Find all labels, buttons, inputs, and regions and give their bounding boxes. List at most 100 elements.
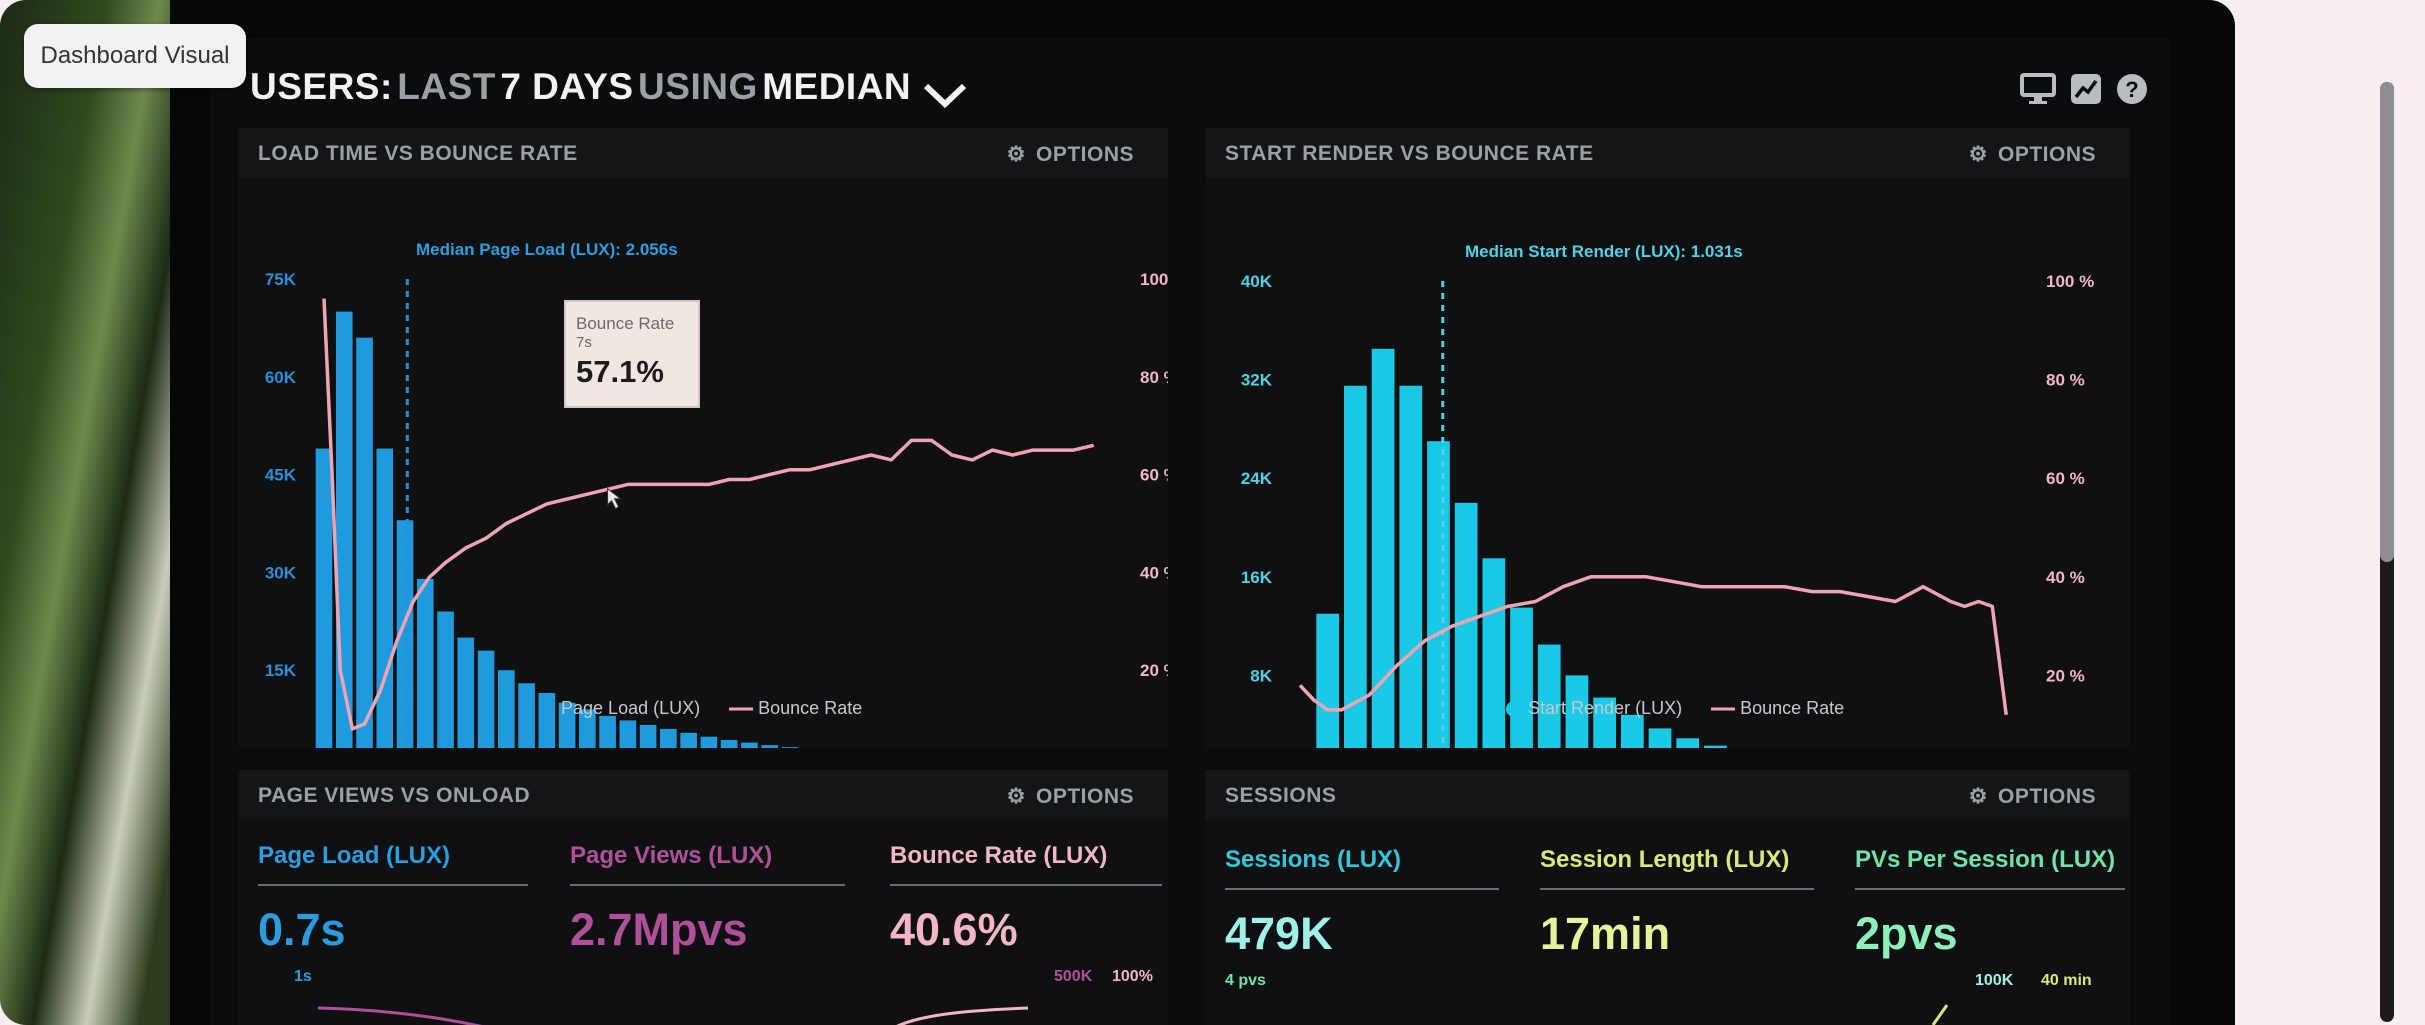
y-right-tick-label: 100 % bbox=[2046, 272, 2094, 291]
histogram-bar bbox=[720, 739, 738, 748]
background-wall bbox=[2235, 0, 2425, 1025]
histogram-bar bbox=[1399, 385, 1423, 748]
header-icons: ? bbox=[2020, 70, 2147, 110]
help-icon[interactable]: ? bbox=[2116, 73, 2148, 105]
chevron-down-icon[interactable] bbox=[922, 80, 968, 110]
panel-header: PAGE VIEWS VS ONLOAD ⚙ OPTIONS bbox=[238, 770, 1168, 820]
metric-bounce-rate-value: 40.6% bbox=[890, 904, 1018, 955]
histogram-bar bbox=[1454, 502, 1478, 748]
bounce-rate-line bbox=[1298, 575, 2008, 716]
gear-icon: ⚙ bbox=[1968, 143, 1988, 166]
users-prefix: USERS: bbox=[250, 66, 393, 107]
histogram-bar bbox=[518, 683, 535, 748]
median-annotation: Median Page Load (LUX): 2.056s bbox=[416, 240, 678, 259]
y-right-tick-label: 40 % bbox=[1140, 563, 1168, 582]
options-button[interactable]: ⚙ OPTIONS bbox=[1968, 785, 2096, 808]
y-right-tick-label: 60 % bbox=[1140, 466, 1168, 485]
y-right-tick-label: 100 % bbox=[1140, 270, 1168, 289]
dashboard-visual-label: Dashboard Visual bbox=[24, 24, 246, 88]
cursor-pointer-icon bbox=[607, 487, 623, 510]
metric-sessions-value: 479K bbox=[1225, 908, 1333, 959]
metric-session-length-label: Session Length (LUX) bbox=[1540, 846, 1790, 873]
histogram-bar bbox=[761, 745, 778, 748]
sparkline-axis-left: 4 pvs bbox=[1225, 972, 1266, 989]
legend-label-page-load: Page Load (LUX) bbox=[561, 698, 701, 718]
histogram-bar bbox=[781, 747, 799, 748]
y-right-tick-label: 60 % bbox=[2046, 469, 2085, 488]
legend-dot-icon bbox=[1506, 701, 1522, 718]
histogram-bar bbox=[1371, 348, 1395, 748]
histogram-bar bbox=[639, 724, 657, 748]
histogram-bar bbox=[1510, 607, 1533, 748]
days-range[interactable]: 7 DAYS bbox=[500, 66, 634, 107]
metric-pvs-value: 2pvs bbox=[1855, 908, 1958, 959]
y-right-tick-label: 20 % bbox=[1140, 661, 1168, 680]
sessions-sparkline bbox=[1931, 1004, 1949, 1025]
y-right-tick-label: 80 % bbox=[1140, 368, 1168, 387]
scrollbar-thumb[interactable] bbox=[2380, 82, 2394, 562]
svg-text:?: ? bbox=[2125, 77, 2138, 102]
dashboard-screen: USERS: LAST 7 DAYS USING MEDIAN ? bbox=[210, 38, 2394, 1025]
legend-label-bounce-rate: Bounce Rate bbox=[758, 698, 863, 718]
options-button[interactable]: ⚙ OPTIONS bbox=[1968, 143, 2096, 166]
start-render-panel: START RENDER VS BOUNCE RATE ⚙ OPTIONS 40K… bbox=[1205, 128, 2130, 748]
histogram-bar bbox=[741, 742, 758, 748]
histogram-bar bbox=[680, 732, 697, 748]
metric-divider bbox=[1855, 888, 2125, 890]
histogram-bar bbox=[416, 578, 434, 748]
metric-page-views-value: 2.7Mpvs bbox=[570, 904, 748, 955]
panel-header: SESSIONS ⚙ OPTIONS bbox=[1205, 770, 2130, 820]
histogram-bar bbox=[457, 637, 475, 748]
histogram-bar bbox=[660, 728, 677, 748]
legend-line-icon bbox=[1711, 707, 1736, 711]
histogram-bar bbox=[558, 702, 576, 748]
y-left-tick-label: 60K bbox=[265, 368, 297, 387]
histogram-bar bbox=[700, 736, 718, 748]
y-left-tick-label: 15K bbox=[265, 661, 297, 680]
last-word: LAST bbox=[397, 66, 496, 107]
y-left-tick-label: 16K bbox=[1241, 568, 1273, 587]
y-left-tick-label: 8K bbox=[1250, 666, 1272, 685]
metric-divider bbox=[890, 884, 1162, 886]
gear-icon: ⚙ bbox=[1968, 785, 1988, 808]
metric-divider bbox=[258, 884, 528, 886]
histogram-bar bbox=[376, 448, 394, 748]
legend-line-icon bbox=[729, 707, 754, 711]
metric-sessions-label: Sessions (LUX) bbox=[1225, 846, 1402, 873]
metric-divider bbox=[1225, 888, 1499, 890]
options-button[interactable]: ⚙ OPTIONS bbox=[1006, 785, 1134, 808]
using-word: USING bbox=[638, 66, 758, 107]
metric-divider bbox=[570, 884, 845, 886]
histogram-bar bbox=[315, 448, 333, 748]
metric-page-views-label: Page Views (LUX) bbox=[570, 842, 773, 869]
y-left-tick-label: 40K bbox=[1241, 272, 1273, 291]
median-select[interactable]: MEDIAN bbox=[762, 66, 912, 107]
panel-header: LOAD TIME VS BOUNCE RATE ⚙ OPTIONS bbox=[238, 128, 1168, 178]
histogram-bar bbox=[599, 715, 616, 748]
panel-header: START RENDER VS BOUNCE RATE ⚙ OPTIONS bbox=[1205, 128, 2130, 178]
y-left-tick-label: 75K bbox=[265, 270, 297, 289]
panel-title: START RENDER VS BOUNCE RATE bbox=[1225, 142, 1594, 165]
histogram-bar bbox=[1565, 675, 1589, 748]
metric-divider bbox=[1540, 888, 1814, 890]
options-button[interactable]: ⚙ OPTIONS bbox=[1006, 143, 1134, 166]
desktop-icon[interactable] bbox=[2020, 72, 2056, 106]
start-render-chart: 40K32K24K16K8K0100 %80 %60 %40 %20 %0 %0… bbox=[1241, 272, 2094, 748]
histogram-bar bbox=[437, 611, 454, 748]
y-left-tick-label: 24K bbox=[1241, 469, 1273, 488]
panel-title: LOAD TIME VS BOUNCE RATE bbox=[258, 142, 578, 165]
pageviews-sparkline bbox=[317, 1006, 1029, 1025]
load-time-chart: 75K60K45K30K15K0100 %80 %60 %40 %20 %0 %… bbox=[265, 270, 1168, 748]
histogram-bar bbox=[498, 670, 515, 748]
legend-label-start-render: Start Render (LUX) bbox=[1528, 698, 1683, 718]
histogram-bar bbox=[1593, 697, 1616, 748]
scrollbar[interactable] bbox=[2380, 82, 2394, 1022]
gear-icon: ⚙ bbox=[1006, 143, 1026, 166]
metric-session-length-value: 17min bbox=[1540, 908, 1671, 959]
chart-icon[interactable] bbox=[2070, 73, 2102, 105]
metric-bounce-rate-label: Bounce Rate (LUX) bbox=[890, 842, 1108, 869]
legend-dot-icon bbox=[539, 701, 555, 718]
histogram-bar bbox=[1316, 613, 1340, 748]
plant-foliage bbox=[0, 0, 175, 1025]
